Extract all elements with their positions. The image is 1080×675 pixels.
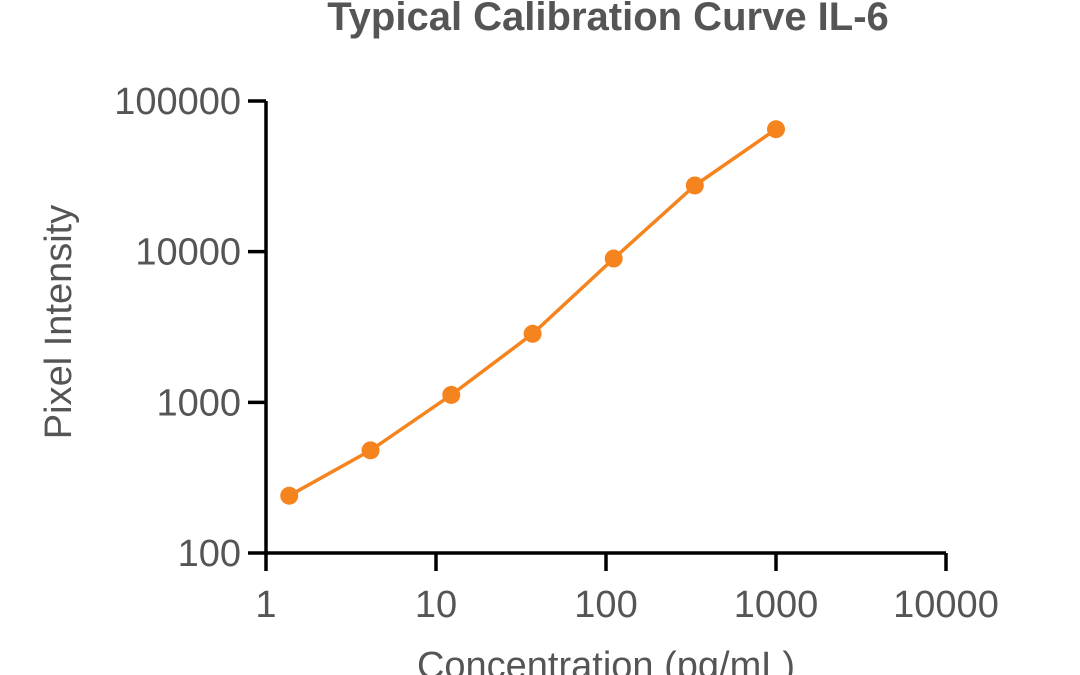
chart-title: Typical Calibration Curve IL-6 [327, 0, 889, 39]
y-tick-label: 1000 [156, 382, 241, 424]
x-tick-label: 10000 [893, 584, 999, 626]
y-tick-label: 10000 [135, 232, 241, 274]
x-tick-label: 100 [574, 584, 637, 626]
data-point [767, 120, 785, 139]
data-point [280, 486, 299, 505]
data-point [442, 385, 461, 404]
y-ticks: 100 1000 10000 100000 [114, 81, 266, 575]
y-axis-label: Pixel Intensity [38, 205, 80, 439]
data-point [361, 441, 380, 460]
data-point [604, 249, 623, 268]
x-ticks: 1 10 100 1000 10000 [255, 553, 999, 626]
y-tick-label: 100 [178, 533, 241, 575]
x-tick-label: 10 [415, 584, 457, 626]
axes [264, 101, 946, 555]
x-tick-label: 1000 [734, 584, 819, 626]
x-tick-label: 1 [255, 584, 276, 626]
data-point [523, 324, 542, 343]
y-tick-label: 100000 [114, 81, 241, 123]
series-layer [280, 120, 785, 505]
data-point [685, 176, 704, 195]
x-axis-label: Concentration (pg/mL) [417, 645, 795, 675]
